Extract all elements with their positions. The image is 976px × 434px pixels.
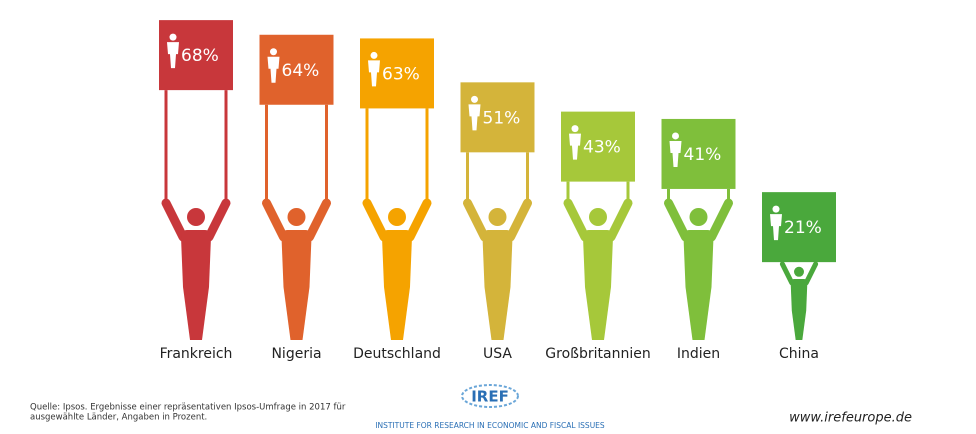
value-label: 63% — [382, 64, 420, 84]
category-label: China — [779, 346, 819, 362]
arm — [664, 198, 690, 242]
website: www.irefeurope.de — [789, 411, 912, 426]
icon-head — [672, 132, 679, 140]
category-label: Großbritannien — [545, 346, 650, 362]
arm — [362, 198, 389, 242]
category-label: Nigeria — [271, 346, 321, 362]
arm — [563, 198, 590, 242]
value-label: 41% — [684, 145, 722, 165]
arm — [707, 198, 733, 242]
head — [794, 266, 804, 277]
icon-head — [471, 95, 478, 103]
head — [488, 208, 507, 226]
logo-ring — [461, 384, 519, 408]
icon-body — [669, 140, 682, 167]
icon-body — [569, 133, 581, 160]
body — [790, 279, 808, 340]
value-label: 64% — [282, 61, 320, 81]
value-label: 51% — [483, 108, 521, 128]
head — [589, 208, 607, 226]
category-label: Indien — [677, 346, 720, 362]
arm — [405, 198, 432, 242]
icon-head — [370, 51, 378, 59]
source-line: Quelle: Ipsos. Ergebnisse einer repräsen… — [30, 403, 346, 413]
category-label: USA — [483, 346, 512, 362]
body — [683, 230, 714, 340]
figure — [779, 261, 819, 340]
logo: IREF — [471, 388, 509, 406]
arm — [262, 198, 288, 242]
head — [187, 208, 205, 226]
head — [287, 208, 306, 226]
arm — [779, 261, 795, 286]
figure — [664, 188, 733, 340]
body — [281, 230, 312, 340]
value-label: 43% — [583, 138, 621, 158]
category-label: Deutschland — [353, 346, 441, 362]
icon-head — [169, 33, 177, 41]
icon-body — [368, 60, 380, 87]
icon-head — [571, 125, 579, 133]
arm — [305, 198, 331, 242]
arm — [463, 198, 489, 242]
arm — [506, 198, 532, 242]
arm — [204, 198, 231, 242]
body — [482, 230, 513, 340]
icon-head — [772, 205, 780, 213]
institute: Institute for Research in Economic and F… — [375, 421, 605, 430]
head — [689, 208, 708, 226]
arm — [161, 198, 188, 242]
figure — [262, 104, 331, 340]
value-label: 68% — [181, 46, 219, 66]
icon-body — [468, 104, 481, 131]
figure — [463, 152, 532, 340]
figure — [161, 90, 231, 340]
category-label: Frankreich — [160, 346, 233, 362]
source-line: ausgewählte Länder, Angaben in Prozent. — [30, 413, 207, 423]
icon-body — [267, 56, 280, 83]
body — [382, 230, 412, 340]
body — [583, 230, 613, 340]
value-label: 21% — [784, 218, 822, 238]
body — [181, 230, 211, 340]
icon-body — [770, 214, 782, 241]
arm — [606, 198, 633, 242]
arm — [803, 261, 819, 286]
figure — [563, 181, 633, 340]
head — [388, 208, 406, 226]
icon-head — [270, 48, 277, 56]
figure — [362, 108, 432, 340]
icon-body — [167, 42, 179, 69]
